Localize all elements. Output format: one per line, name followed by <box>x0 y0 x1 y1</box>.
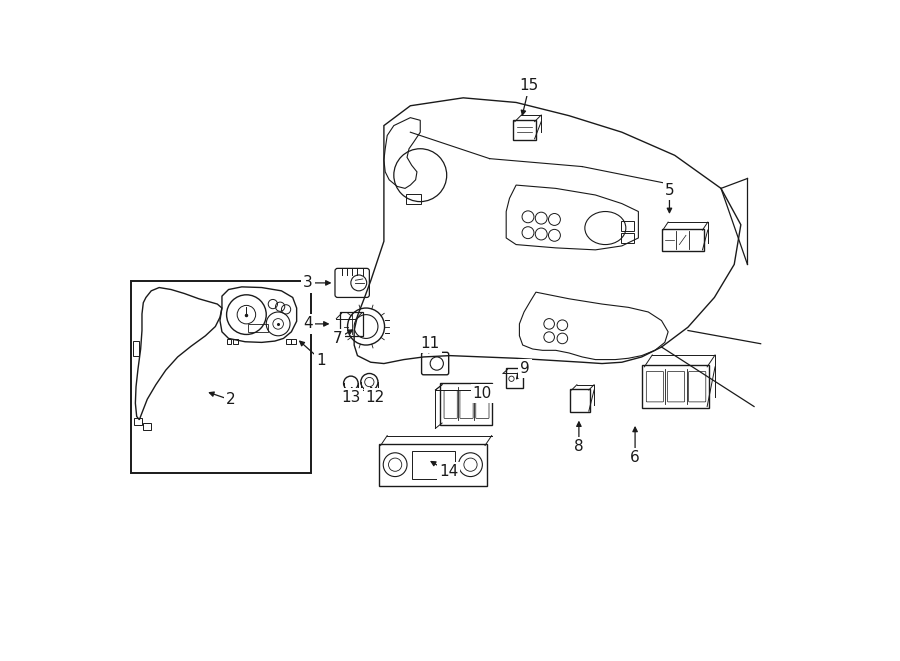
Text: 4: 4 <box>303 317 312 331</box>
Text: 15: 15 <box>519 79 539 93</box>
Text: 6: 6 <box>630 450 640 465</box>
Text: 14: 14 <box>439 465 458 479</box>
Text: 1: 1 <box>316 353 326 368</box>
Text: 10: 10 <box>472 386 492 401</box>
Text: 7: 7 <box>333 331 342 346</box>
Text: 3: 3 <box>303 276 313 290</box>
Text: 8: 8 <box>574 439 584 453</box>
Text: 5: 5 <box>664 183 674 198</box>
Text: 9: 9 <box>520 361 529 375</box>
Text: 13: 13 <box>341 391 361 405</box>
Text: 11: 11 <box>420 336 440 351</box>
Text: 12: 12 <box>365 391 385 405</box>
Text: 2: 2 <box>226 393 236 407</box>
